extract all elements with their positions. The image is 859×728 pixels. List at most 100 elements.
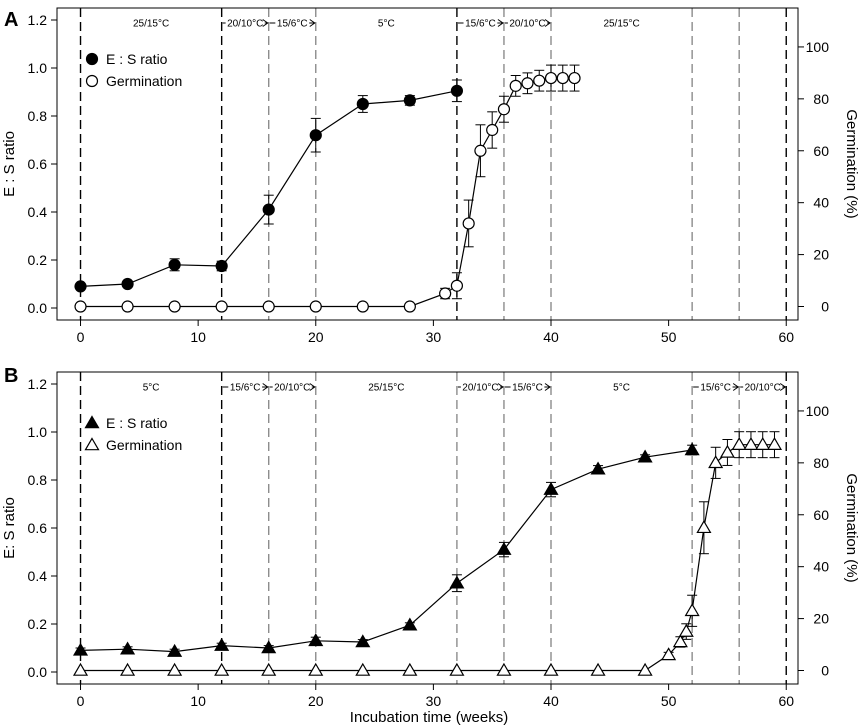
- data-point: [262, 300, 275, 313]
- data-point: [684, 603, 700, 617]
- panel-b: B 5°C 15/6°C 20/10°C 25/15°C 20/10°C 15/6°C 5°C…: [1, 365, 859, 709]
- data-point: [402, 617, 418, 631]
- data-point: [262, 203, 275, 216]
- legend-label: Germination: [106, 437, 182, 453]
- data-point: [497, 103, 511, 116]
- period-label: 15/6°C: [230, 383, 261, 394]
- x-axis-label: Incubation time (weeks): [350, 709, 508, 726]
- x-tick-label: 10: [190, 329, 206, 345]
- data-point: [637, 662, 653, 676]
- panel-letter: A: [4, 9, 18, 31]
- y-tick-label: 0.0: [28, 664, 48, 680]
- y-tick-label: 0.6: [28, 156, 48, 172]
- period-label: 25/15°C: [603, 19, 639, 30]
- legend-label: E : S ratio: [106, 51, 168, 67]
- y2-tick-label: 60: [813, 143, 829, 159]
- data-point: [74, 300, 87, 313]
- data-point: [167, 643, 183, 657]
- y-tick-label: 0.2: [28, 252, 48, 268]
- period-arrow-head: [262, 19, 269, 27]
- period-label: 20/10°C: [462, 383, 498, 394]
- series-line: [80, 449, 693, 653]
- data-point: [168, 258, 181, 271]
- period-label: 15/6°C: [465, 19, 496, 30]
- data-point: [637, 449, 653, 463]
- data-point: [403, 94, 416, 107]
- period-label: 15/6°C: [277, 19, 308, 30]
- y-axis-label: E : S ratio: [1, 131, 18, 197]
- x-tick-label: 10: [190, 693, 206, 709]
- y2-tick-label: 40: [813, 195, 829, 211]
- data-point: [214, 637, 230, 651]
- y2-tick-label: 80: [813, 91, 829, 107]
- y2-tick-label: 80: [813, 455, 829, 471]
- period-label: 5°C: [143, 383, 160, 394]
- period-label: 20/10°C: [274, 383, 310, 394]
- data-point: [214, 662, 230, 676]
- data-point: [766, 436, 783, 450]
- legend-marker: [85, 52, 99, 66]
- y2-axis-label: Germination (%): [843, 109, 859, 218]
- data-point: [261, 662, 277, 676]
- data-point: [72, 662, 89, 676]
- data-point: [731, 436, 747, 450]
- data-point: [544, 71, 558, 85]
- x-tick-label: 0: [77, 329, 85, 345]
- period-arrow-head: [779, 383, 787, 391]
- y2-tick-label: 20: [813, 611, 829, 627]
- data-point: [509, 79, 522, 92]
- data-point: [74, 280, 87, 293]
- period-arrow-head: [262, 383, 269, 391]
- x-tick-label: 50: [661, 693, 677, 709]
- data-point: [403, 300, 416, 313]
- y2-axis-label: Germination (%): [843, 473, 859, 582]
- period-label: 15/6°C: [700, 383, 731, 394]
- x-tick-label: 40: [543, 329, 559, 345]
- data-point: [402, 662, 418, 676]
- y2-tick-label: 0: [821, 663, 829, 679]
- data-point: [708, 455, 724, 469]
- y2-tick-label: 20: [813, 247, 829, 263]
- y-tick-label: 1.2: [28, 376, 48, 392]
- period-label: 20/10°C: [509, 19, 545, 30]
- series-germination: [72, 431, 783, 676]
- data-point: [121, 300, 134, 313]
- data-point: [556, 71, 569, 85]
- x-tick-label: 60: [778, 693, 794, 709]
- period-label: 25/15°C: [368, 383, 404, 394]
- data-point: [449, 575, 465, 589]
- data-point: [449, 662, 465, 676]
- data-point: [696, 520, 712, 534]
- period-arrow-head: [544, 383, 551, 391]
- data-point: [590, 461, 606, 475]
- y-tick-label: 0.8: [28, 108, 48, 124]
- data-point: [755, 436, 771, 450]
- y-tick-label: 0.2: [28, 616, 48, 632]
- period-arrow-head: [497, 19, 504, 27]
- data-point: [261, 640, 277, 654]
- period-label: 5°C: [378, 19, 395, 30]
- data-point: [450, 279, 464, 292]
- data-point: [496, 541, 512, 555]
- y-tick-label: 0.0: [28, 300, 48, 316]
- y2-tick-label: 40: [813, 559, 829, 575]
- data-point: [121, 277, 134, 291]
- period-label: 15/6°C: [512, 383, 543, 394]
- data-point: [215, 300, 228, 313]
- series-line: [80, 444, 775, 672]
- x-tick-label: 40: [543, 693, 559, 709]
- data-point: [309, 129, 322, 142]
- y2-tick-label: 100: [806, 403, 830, 419]
- series-es-ratio: [72, 442, 700, 657]
- y-tick-label: 1.0: [28, 424, 48, 440]
- y-tick-label: 0.6: [28, 520, 48, 536]
- data-point: [308, 633, 324, 647]
- x-tick-label: 30: [426, 693, 442, 709]
- legend-label: E : S ratio: [106, 415, 168, 431]
- x-tick-label: 20: [308, 693, 324, 709]
- period-label: 25/15°C: [133, 19, 169, 30]
- data-point: [543, 662, 559, 676]
- y2-tick-label: 100: [806, 39, 830, 55]
- data-point: [356, 300, 369, 313]
